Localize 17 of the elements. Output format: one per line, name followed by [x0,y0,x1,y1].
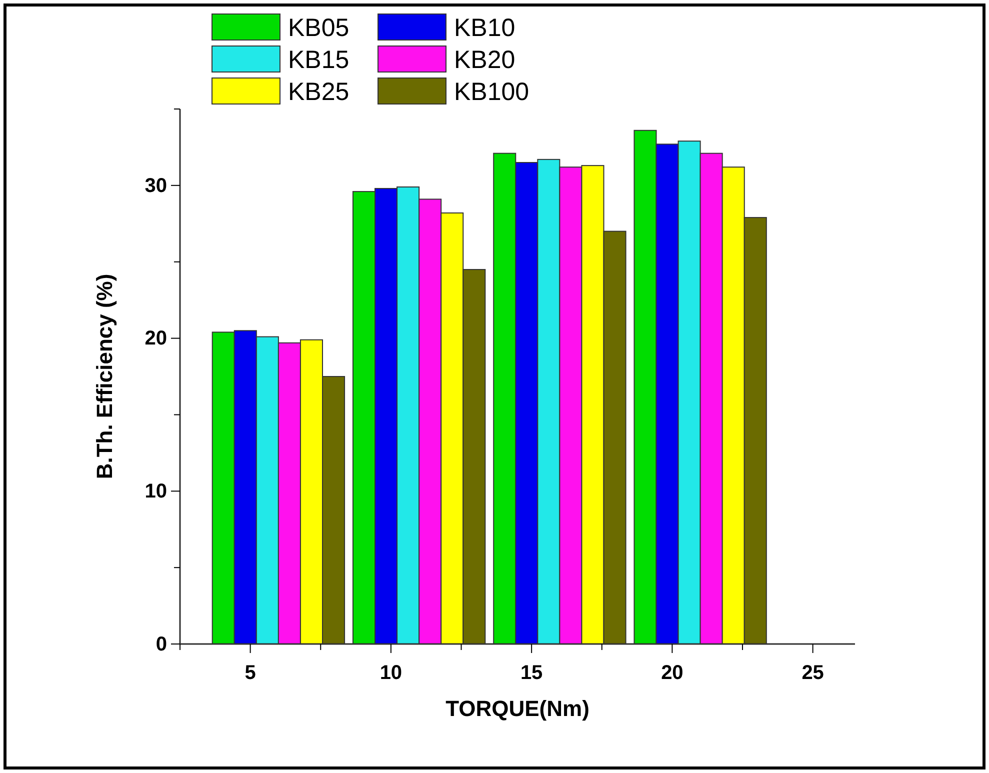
legend-label: KB20 [454,46,516,74]
legend-label: KB05 [288,14,350,42]
x-tick-label: 10 [380,662,402,684]
legend-label: KB100 [454,78,530,106]
x-tick-label: 5 [244,662,256,684]
y-axis-title: B.Th. Efficiency (%) [92,274,117,480]
x-tick-label: 15 [520,662,543,684]
x-tick-label: 20 [661,662,684,684]
x-axis-title: TORQUE(Nm) [446,696,590,721]
x-tick-label: 25 [802,662,824,684]
legend-label: KB15 [288,46,350,74]
y-tick-label: 10 [144,480,167,503]
y-tick-label: 0 [156,633,167,656]
y-tick-label: 30 [144,174,167,197]
legend-label: KB25 [288,78,350,106]
legend-label: KB10 [454,14,516,42]
y-tick-label: 20 [144,328,167,350]
